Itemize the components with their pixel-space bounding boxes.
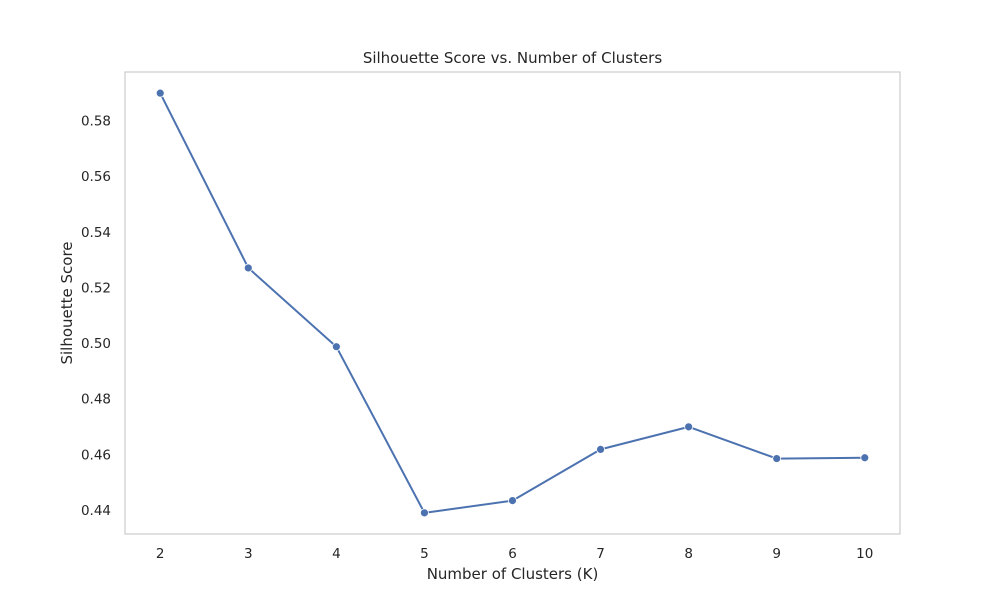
data-point: [772, 454, 782, 463]
x-axis-label: Number of Clusters (K): [427, 565, 599, 583]
y-axis-label: Silhouette Score: [58, 241, 76, 364]
y-tick-label: 0.44: [81, 503, 111, 519]
y-tick-label: 0.58: [81, 113, 111, 129]
data-point: [243, 263, 253, 273]
data-point: [420, 508, 429, 518]
y-tick-label: 0.46: [81, 447, 111, 463]
y-axis-ticks: 0.44 0.46 0.48 0.50 0.52 0.54 0.56 0.58: [81, 113, 111, 519]
x-tick-label: 7: [596, 546, 605, 562]
y-tick-label: 0.50: [81, 336, 111, 352]
chart-title: Silhouette Score vs. Number of Clusters: [363, 49, 663, 67]
data-point: [508, 496, 517, 506]
y-tick-label: 0.54: [81, 225, 111, 241]
data-point: [860, 453, 870, 463]
plot-area: [125, 72, 900, 534]
plot-frame: [124, 71, 901, 535]
data-point: [684, 422, 694, 432]
x-tick-label: 8: [684, 546, 693, 562]
data-point: [155, 88, 165, 98]
y-tick-label: 0.52: [81, 280, 111, 296]
y-tick-label: 0.56: [81, 169, 111, 185]
x-tick-label: 5: [420, 546, 429, 562]
x-tick-label: 2: [156, 546, 165, 562]
y-tick-label: 0.48: [81, 392, 111, 408]
x-tick-label: 4: [332, 546, 341, 562]
data-point: [331, 342, 341, 352]
x-axis-ticks: 2 3 4 5 6 7 8 9 10: [156, 546, 873, 562]
data-point: [596, 444, 605, 454]
x-tick-label: 10: [856, 546, 873, 562]
x-tick-label: 3: [244, 546, 253, 562]
x-tick-label: 9: [772, 546, 781, 562]
x-tick-label: 6: [508, 546, 517, 562]
series-layer: [155, 88, 870, 518]
